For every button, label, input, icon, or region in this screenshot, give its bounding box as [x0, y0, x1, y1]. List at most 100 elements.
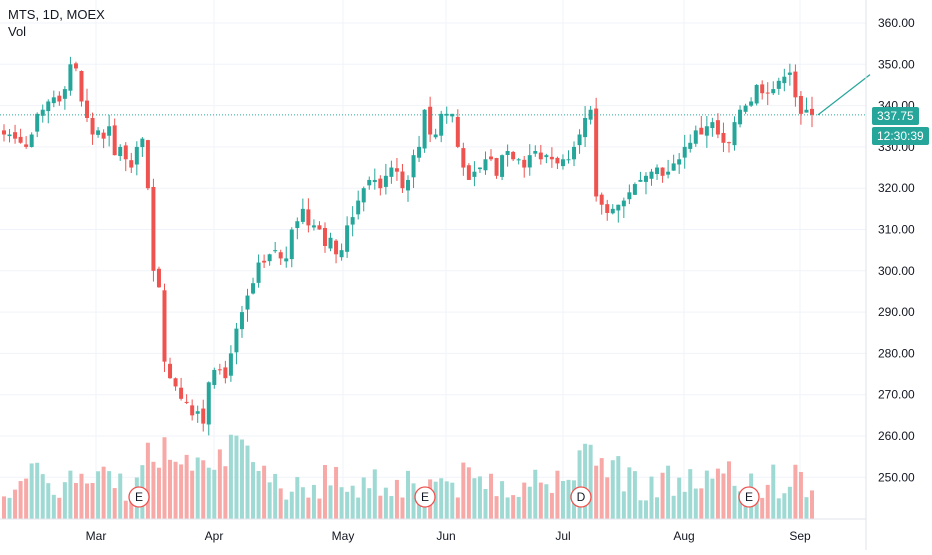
volume-bar — [444, 481, 449, 519]
event-marker-d[interactable]: D — [570, 486, 592, 508]
volume-bar — [677, 477, 682, 519]
volume-bar — [782, 493, 787, 519]
candle-body — [455, 116, 460, 147]
price-tick-label: 300.00 — [878, 264, 915, 278]
volume-bar — [350, 485, 355, 519]
price-axis[interactable]: 360.00350.00340.00330.00320.00310.00300.… — [0, 0, 915, 550]
price-tick-label: 270.00 — [878, 388, 915, 402]
candle-body — [782, 76, 787, 84]
candle-body — [400, 171, 405, 189]
price-tick-label: 360.00 — [878, 16, 915, 30]
event-marker-e[interactable]: E — [414, 486, 436, 508]
volume-bar — [322, 464, 327, 519]
candle-body — [638, 179, 643, 182]
grid — [0, 0, 866, 519]
candle-body — [760, 84, 765, 94]
candle-body — [7, 134, 12, 137]
candle-body — [278, 252, 283, 259]
candle-body — [394, 168, 399, 172]
volume-bar — [107, 471, 112, 519]
candle-body — [577, 134, 582, 146]
event-circle — [570, 486, 592, 508]
volume-bar — [356, 497, 361, 519]
volume-bar — [383, 487, 388, 519]
candle-body — [96, 130, 101, 135]
candle-body — [361, 188, 366, 203]
event-label: E — [135, 490, 143, 504]
candle-body — [311, 225, 316, 228]
candle-body — [228, 353, 233, 376]
candle-body — [433, 134, 438, 138]
candle-body — [46, 101, 51, 112]
candle-body — [2, 130, 6, 135]
candle-body — [798, 95, 803, 114]
volume-bar — [168, 459, 173, 519]
volume-bar — [389, 496, 394, 519]
candle-body — [566, 159, 571, 161]
candle-body — [516, 159, 521, 161]
event-marker-e[interactable]: E — [128, 486, 150, 508]
volume-bar — [511, 495, 516, 519]
volume-bar — [123, 500, 128, 519]
candle-body — [40, 109, 45, 116]
candle-body — [168, 363, 173, 379]
candle-body — [295, 221, 300, 229]
volume-bar — [284, 499, 289, 519]
time-tick-label: Mar — [86, 529, 107, 543]
volume-bar — [594, 465, 599, 519]
candle-body — [671, 163, 676, 171]
volume-bar — [483, 489, 488, 519]
volume-bar — [251, 462, 256, 519]
volume-bar — [79, 473, 84, 519]
volume-bar — [721, 473, 726, 519]
candle-body — [810, 108, 814, 115]
candle-body — [555, 157, 560, 164]
candle-body — [500, 155, 505, 177]
volume-bar — [715, 468, 720, 519]
candle-body — [627, 192, 632, 200]
candle-body — [743, 105, 748, 112]
price-tick-label: 290.00 — [878, 305, 915, 319]
volume-bar — [688, 469, 693, 519]
candle-body — [544, 155, 549, 158]
candle-body — [334, 240, 339, 255]
volume-indicator-label[interactable]: Vol — [8, 24, 27, 39]
candle-body — [450, 113, 455, 117]
candle-body — [417, 146, 422, 158]
volume-bar — [173, 461, 178, 519]
event-marker-e[interactable]: E — [738, 486, 760, 508]
event-circle — [414, 486, 436, 508]
candle-body — [112, 125, 117, 156]
volume-bar — [500, 481, 505, 519]
volume-bar — [118, 473, 123, 519]
volume-bar — [101, 466, 106, 519]
candle-body — [666, 171, 671, 175]
symbol-title[interactable]: MTS, 1D, MOEX — [8, 7, 105, 22]
candle-body — [206, 382, 211, 425]
volume-bar — [588, 444, 593, 519]
candle-body — [754, 84, 759, 104]
volume-bar — [605, 477, 610, 519]
candle-body — [195, 411, 200, 414]
candle-body — [234, 328, 239, 353]
candle-body — [466, 165, 471, 180]
candle-body — [179, 387, 184, 399]
volume-bar — [433, 481, 438, 519]
candle-body — [345, 225, 350, 252]
trend-projection-line — [817, 74, 871, 116]
volume-bar — [494, 496, 499, 519]
time-tick-label: Sep — [789, 529, 811, 543]
volume-bar — [256, 470, 261, 519]
candle-body — [494, 158, 499, 176]
volume-bar — [68, 470, 73, 519]
volume-bar — [583, 443, 588, 519]
volume-bar — [273, 473, 278, 519]
candle-body — [35, 113, 40, 132]
candle-body — [594, 108, 599, 197]
candle-body — [549, 156, 554, 160]
volume-bar — [754, 497, 759, 519]
candle-body — [406, 179, 410, 191]
volume-bar — [566, 479, 571, 519]
volume-bar — [234, 435, 239, 519]
